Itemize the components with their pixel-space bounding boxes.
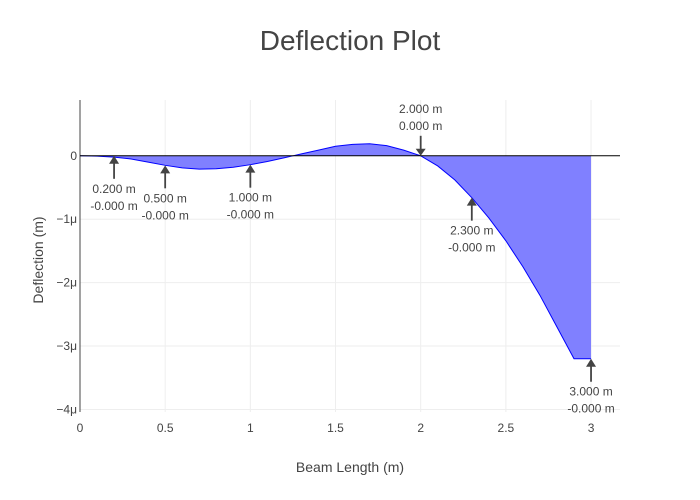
y-tick-label: −3μ [56, 339, 77, 353]
annotation-label: -0.000 m [567, 402, 614, 416]
annotation-label: 0.000 m [399, 119, 442, 133]
x-tick-label: 1.5 [327, 421, 344, 435]
annotation-label: -0.000 m [90, 199, 137, 213]
deflection-line [79, 143, 592, 360]
x-tick-label: 2.5 [498, 421, 515, 435]
annotation: 2.300 m -0.000 m [448, 197, 495, 255]
annotation: 3.000 m -0.000 m [567, 358, 615, 416]
x-tick-label: 2 [417, 421, 424, 435]
annotation-label: -0.000 m [141, 208, 188, 222]
grid-lines [79, 100, 620, 412]
x-tick-label: 0.5 [157, 421, 174, 435]
annotation-label: 2.300 m [450, 224, 493, 238]
annotation-label: 0.200 m [92, 182, 135, 196]
annotations: 0.200 m -0.000 m 0.500 m -0.000 m 1.000 m -0.… [90, 102, 614, 416]
x-tick-label: 1 [247, 421, 254, 435]
y-tick-label: −4μ [56, 402, 77, 416]
y-tick-label: −2μ [56, 276, 77, 290]
x-axis-title: Beam Length (m) [296, 459, 404, 475]
axes: 0 0.5 1 1.5 2 2.5 3 0 −1μ −2μ −3μ −4μ [56, 100, 620, 435]
annotation-label: -0.000 m [227, 208, 274, 222]
annotation-label: 3.000 m [569, 385, 612, 399]
deflection-area [80, 143, 592, 359]
x-tick-label: 3 [588, 421, 595, 435]
chart-title: Deflection Plot [260, 25, 441, 56]
y-tick-label: −1μ [56, 212, 77, 226]
annotation-label: 0.500 m [143, 191, 186, 205]
y-tick-label: 0 [70, 149, 77, 163]
annotation-label: -0.000 m [448, 241, 495, 255]
x-tick-label: 0 [77, 421, 84, 435]
annotation: 0.200 m -0.000 m [90, 155, 138, 213]
y-axis-title: Deflection (m) [30, 216, 46, 303]
annotation: 1.000 m -0.000 m [227, 164, 274, 222]
annotation-label: 1.000 m [229, 191, 272, 205]
annotation: 0.500 m -0.000 m [141, 165, 189, 222]
annotation-label: 2.000 m [399, 102, 442, 116]
annotation: 2.000 m 0.000 m [399, 102, 442, 156]
plot-area [79, 143, 592, 360]
